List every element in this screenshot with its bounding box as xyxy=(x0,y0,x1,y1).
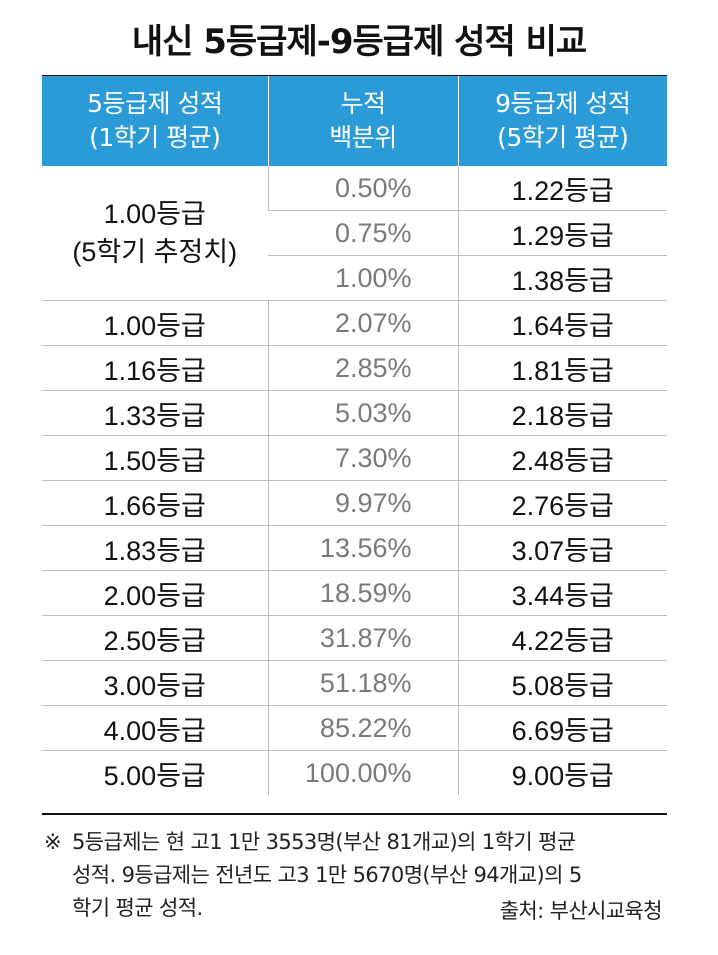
grade5-cell: 1.00등급 xyxy=(42,300,268,346)
grade9-cell: 2.48등급 xyxy=(457,435,667,481)
grade5-cell: 1.33등급 xyxy=(42,390,268,436)
percentile-cell: 100.00% xyxy=(267,750,458,795)
grade9-cell: 1.29등급 xyxy=(457,210,667,256)
footnote-line1: ※ 5등급제는 현 고1 1만 3553명(부산 81개교)의 1학기 평균 xyxy=(44,826,669,859)
percentile-cell: 1.00% xyxy=(268,255,458,301)
source-credit: 출처: 부산시교육청 xyxy=(499,899,663,923)
table-row: 4.00등급 85.22% 6.69등급 xyxy=(42,705,667,751)
grade9-cell: 2.18등급 xyxy=(457,390,667,436)
percentile-cell: 9.97% xyxy=(267,480,458,526)
table-row: 1.33등급 5.03% 2.18등급 xyxy=(42,390,667,436)
percentile-cell: 5.03% xyxy=(267,390,458,436)
table-row: 3.00등급 51.18% 5.08등급 xyxy=(42,660,667,706)
percentile-cell: 51.18% xyxy=(267,660,458,706)
table-header-row: 5등급제 성적 (1학기 평균) 누적 백분위 9등급제 성적 (5학기 평균) xyxy=(42,76,667,166)
page-title: 내신 5등급제-9등급제 성적 비교 xyxy=(131,22,587,62)
grade9-cell: 9.00등급 xyxy=(457,750,667,795)
header-percentile-line1: 누적 xyxy=(340,89,386,118)
table-row: 1.16등급 2.85% 1.81등급 xyxy=(42,345,667,391)
percentile-cell: 7.30% xyxy=(267,435,458,481)
grade9-cell: 2.76등급 xyxy=(457,480,667,526)
table-row: 1.00등급 2.07% 1.64등급 xyxy=(42,300,667,346)
header-grade9-line2: (5학기 평균) xyxy=(497,123,629,152)
footnote: ※ 5등급제는 현 고1 1만 3553명(부산 81개교)의 1학기 평균 성적… xyxy=(44,826,669,925)
header-grade9-line1: 9등급제 성적 xyxy=(495,89,631,118)
footnote-text-line2: 성적. 9등급제는 전년도 고3 1만 5670명(부산 94개교)의 5 xyxy=(72,863,582,887)
header-grade5-line1: 5등급제 성적 xyxy=(87,89,223,118)
footnote-text-line3: 학기 평균 성적. xyxy=(72,896,203,920)
percentile-cell: 0.75% xyxy=(268,210,458,256)
percentile-cell: 2.07% xyxy=(267,300,458,346)
header-percentile-line2: 백분위 xyxy=(329,123,397,152)
grade5-cell: 4.00등급 xyxy=(42,705,268,751)
grade5-cell: 1.83등급 xyxy=(42,525,268,571)
percentile-cell: 0.50% xyxy=(267,166,458,211)
table-row: 1.83등급 13.56% 3.07등급 xyxy=(42,525,667,571)
percentile-cell: 31.87% xyxy=(267,615,458,661)
table-row: 1.50등급 7.30% 2.48등급 xyxy=(42,435,667,481)
percentile-cell: 2.85% xyxy=(267,345,458,391)
table-row: 1.00% 1.38등급 xyxy=(42,255,667,301)
percentile-cell: 85.22% xyxy=(267,705,458,751)
grade9-cell: 1.81등급 xyxy=(457,345,667,391)
grade9-cell: 1.22등급 xyxy=(457,166,667,211)
table-row: 2.00등급 18.59% 3.44등급 xyxy=(42,570,667,616)
grade5-merged-cell: 1.00등급 (5학기 추정치) xyxy=(42,166,268,301)
grade5-merged-value: 1.00등급 xyxy=(103,199,206,229)
grade9-cell: 3.07등급 xyxy=(457,525,667,571)
grade9-cell: 1.38등급 xyxy=(457,255,667,301)
grade5-cell: 2.50등급 xyxy=(42,615,268,661)
grade9-cell: 6.69등급 xyxy=(457,705,667,751)
table-row: 0.75% 1.29등급 xyxy=(42,210,667,256)
grade5-merged-note: (5학기 추정치) xyxy=(72,237,238,267)
header-grade5-line2: (1학기 평균) xyxy=(89,123,221,152)
percentile-cell: 18.59% xyxy=(267,570,458,616)
header-grade9: 9등급제 성적 (5학기 평균) xyxy=(457,76,667,166)
table-row: 1.66등급 9.97% 2.76등급 xyxy=(42,480,667,526)
grade9-cell: 4.22등급 xyxy=(457,615,667,661)
grade5-cell: 2.00등급 xyxy=(42,570,268,616)
table-bottom-rule xyxy=(42,813,667,815)
grade-comparison-table: 5등급제 성적 (1학기 평균) 누적 백분위 9등급제 성적 (5학기 평균)… xyxy=(42,76,667,795)
grade5-cell: 5.00등급 xyxy=(103,760,206,791)
header-percentile: 누적 백분위 xyxy=(267,76,458,166)
table-row: 5.00등급 100.00% 9.00등급 xyxy=(42,750,667,795)
grade9-cell: 3.44등급 xyxy=(457,570,667,616)
header-grade5: 5등급제 성적 (1학기 평균) xyxy=(42,76,268,166)
table-row: 1.00등급 (5학기 추정치) 0.50% 1.22등급 xyxy=(42,166,667,301)
grade5-cell: 3.00등급 xyxy=(42,660,268,706)
grade9-cell: 5.08등급 xyxy=(457,660,667,706)
grade5-cell: 1.16등급 xyxy=(42,345,268,391)
table-row: 2.50등급 31.87% 4.22등급 xyxy=(42,615,667,661)
grade9-cell: 1.64등급 xyxy=(457,300,667,346)
percentile-cell: 13.56% xyxy=(267,525,458,571)
footnote-text-line1: 5등급제는 현 고1 1만 3553명(부산 81개교)의 1학기 평균 xyxy=(72,830,576,854)
grade5-cell: 1.50등급 xyxy=(42,435,268,481)
grade5-cell: 1.66등급 xyxy=(42,480,268,526)
footnote-mark: ※ xyxy=(44,830,62,854)
